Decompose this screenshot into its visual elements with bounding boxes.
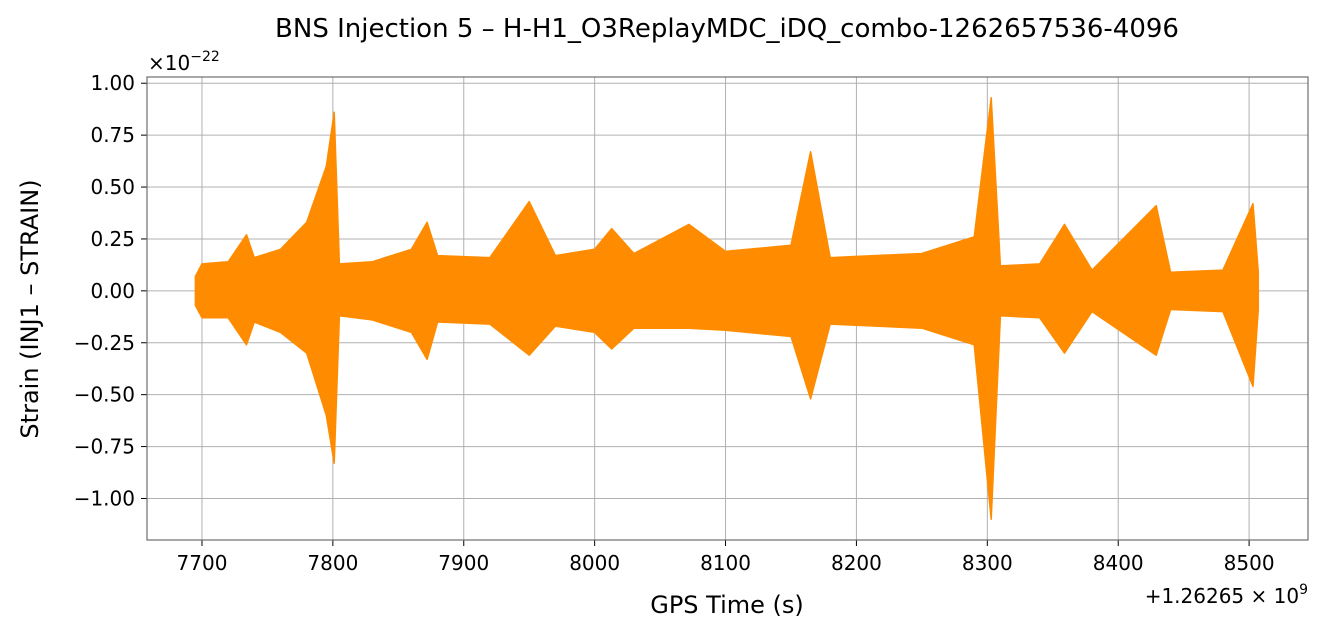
chart-title: BNS Injection 5 – H-H1_O3ReplayMDC_iDQ_c… xyxy=(275,14,1179,44)
x-tick-label: 8200 xyxy=(831,551,882,575)
y-tick-label: −1.00 xyxy=(74,486,135,510)
y-multiplier-label: ×10−22 xyxy=(148,49,220,75)
y-multiplier-base: ×10 xyxy=(148,51,190,75)
y-tick-label: −0.75 xyxy=(74,435,135,459)
axis-ticks: 7700 7800 7900 8000 8100 8200 8300 8400 8500 1.00… xyxy=(74,71,1275,575)
y-tick-label: 0.00 xyxy=(90,279,135,303)
x-tick-label: 8400 xyxy=(1093,551,1144,575)
strain-series xyxy=(194,97,1260,520)
y-tick-label: 0.50 xyxy=(90,175,135,199)
y-tick-label: −0.50 xyxy=(74,383,135,407)
x-axis-label: GPS Time (s) xyxy=(650,591,804,619)
strain-waveform xyxy=(194,97,1260,520)
x-offset-base: +1.26265 × 10 xyxy=(1145,584,1299,608)
y-tick-label: 1.00 xyxy=(90,71,135,95)
x-offset-exponent: 9 xyxy=(1299,582,1308,598)
plot-frame xyxy=(146,76,1309,541)
x-offset-label: +1.26265 × 109 xyxy=(1145,582,1308,608)
x-tick-label: 8500 xyxy=(1224,551,1275,575)
x-tick-label: 8300 xyxy=(962,551,1013,575)
y-axis-label: Strain (INJ1 – STRAIN) xyxy=(16,179,44,438)
y-tick-label: 0.25 xyxy=(90,227,135,251)
y-multiplier-exponent: −22 xyxy=(190,49,220,65)
x-tick-label: 8000 xyxy=(569,551,620,575)
y-tick-label: −0.25 xyxy=(74,331,135,355)
x-tick-label: 8100 xyxy=(700,551,751,575)
x-tick-label: 7900 xyxy=(438,551,489,575)
y-tick-label: 0.75 xyxy=(90,123,135,147)
x-tick-label: 7700 xyxy=(177,551,228,575)
x-tick-label: 7800 xyxy=(307,551,358,575)
